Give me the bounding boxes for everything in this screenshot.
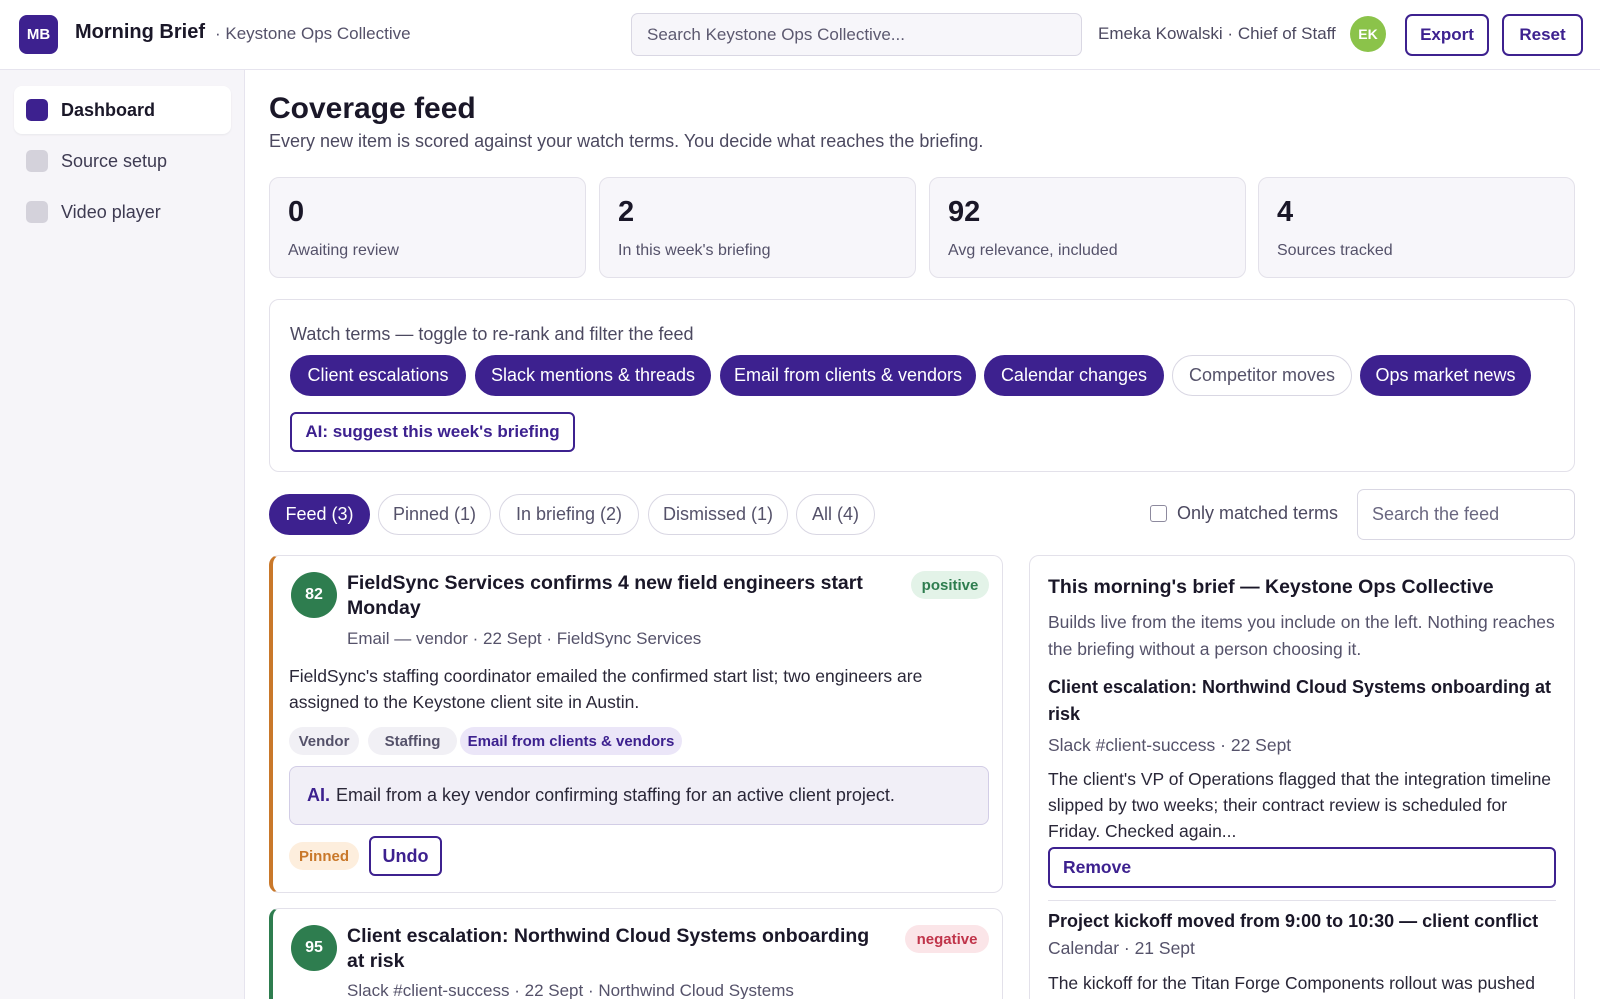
tag-matched-term: Email from clients & vendors <box>460 727 682 755</box>
sentiment-badge: negative <box>905 925 989 953</box>
tag-vendor: Vendor <box>289 727 359 755</box>
watch-terms-panel: Watch terms — toggle to re-rank and filt… <box>269 299 1575 472</box>
feed-item-title[interactable]: Client escalation: Northwind Cloud Syste… <box>347 925 870 972</box>
only-matched-toggle[interactable]: Only matched terms <box>1150 503 1338 524</box>
brief-panel: This morning's brief — Keystone Ops Coll… <box>1029 555 1575 999</box>
feed-item-body: FieldSync's staffing coordinator emailed… <box>289 666 923 712</box>
feed-item-meta: Slack #client-success · 22 Sept · Northw… <box>347 981 794 999</box>
page-title: Coverage feed <box>269 92 476 125</box>
user-name: Emeka Kowalski · Chief of Staff <box>1098 24 1336 43</box>
only-matched-checkbox[interactable] <box>1150 505 1167 522</box>
watch-terms-heading: Watch terms — toggle to re-rank and filt… <box>290 324 694 344</box>
sidebar-item-dashboard[interactable]: Dashboard <box>14 86 231 134</box>
stat-label: Sources tracked <box>1277 242 1393 259</box>
sidebar-item-label: Video player <box>61 201 161 222</box>
ai-suggest-briefing-button[interactable]: AI: suggest this week's briefing <box>290 412 575 452</box>
sidebar-item-label: Dashboard <box>61 99 156 120</box>
stat-card-sources-tracked: 4 Sources tracked <box>1258 177 1575 278</box>
divider <box>1048 900 1556 901</box>
source-setup-icon <box>26 150 48 172</box>
app-logo: MB <box>19 15 58 54</box>
stat-value: 2 <box>618 196 635 228</box>
global-search-input[interactable] <box>631 13 1082 56</box>
tab-all[interactable]: All (4) <box>796 494 875 535</box>
remove-from-brief-button[interactable]: Remove <box>1048 847 1556 888</box>
sidebar-item-video-player[interactable]: Video player <box>14 188 231 236</box>
top-bar: MB Morning Brief · Keystone Ops Collecti… <box>0 0 1600 70</box>
dashboard-icon <box>26 99 48 121</box>
feed-item-title[interactable]: FieldSync Services confirms 4 new field … <box>347 572 863 619</box>
term-chip-email-clients-vendors[interactable]: Email from clients & vendors <box>720 355 976 396</box>
video-player-icon <box>26 201 48 223</box>
term-chip-ops-market-news[interactable]: Ops market news <box>1360 355 1531 396</box>
stat-value: 0 <box>288 196 305 228</box>
brief-title: This morning's brief — Keystone Ops Coll… <box>1048 576 1494 598</box>
sentiment-badge: positive <box>911 571 989 599</box>
sidebar-item-source-setup[interactable]: Source setup <box>14 137 231 185</box>
brief-item-title: Client escalation: Northwind Cloud Syste… <box>1048 677 1552 724</box>
stat-card-awaiting-review: 0 Awaiting review <box>269 177 586 278</box>
app-title: Morning Brief <box>75 21 205 43</box>
brief-item-meta: Calendar · 21 Sept <box>1048 938 1195 958</box>
brief-item-title: Project kickoff moved from 9:00 to 10:30… <box>1048 911 1539 931</box>
tab-in-briefing[interactable]: In briefing (2) <box>499 494 639 535</box>
tab-dismissed[interactable]: Dismissed (1) <box>648 494 788 535</box>
sidebar: Dashboard Source setup Video player <box>0 70 245 999</box>
page-subtitle: Every new item is scored against your wa… <box>269 131 984 151</box>
feed-item-meta: Email — vendor · 22 Sept · FieldSync Ser… <box>347 629 702 648</box>
relevance-score: 95 <box>291 925 337 971</box>
avatar[interactable]: EK <box>1350 16 1386 52</box>
stat-card-in-briefing: 2 In this week's briefing <box>599 177 916 278</box>
relevance-score: 82 <box>291 572 337 618</box>
term-chip-calendar-changes[interactable]: Calendar changes <box>984 355 1164 396</box>
undo-button[interactable]: Undo <box>369 836 442 876</box>
ai-prefix: AI. <box>307 785 331 805</box>
brief-item-body: The client's VP of Operations flagged th… <box>1048 769 1552 841</box>
stat-card-avg-relevance: 92 Avg relevance, included <box>929 177 1246 278</box>
org-name: · Keystone Ops Collective <box>215 24 411 43</box>
term-chip-client-escalations[interactable]: Client escalations <box>290 355 466 396</box>
only-matched-label: Only matched terms <box>1177 503 1339 523</box>
feed-card: 82 FieldSync Services confirms 4 new fie… <box>269 555 1003 893</box>
brief-subtitle: Builds live from the items you include o… <box>1048 612 1555 659</box>
stat-value: 92 <box>948 196 981 228</box>
stat-label: Avg relevance, included <box>948 242 1118 259</box>
stat-value: 4 <box>1277 196 1294 228</box>
tab-pinned[interactable]: Pinned (1) <box>378 494 491 535</box>
stat-label: In this week's briefing <box>618 242 771 259</box>
ai-note-text: Email from a key vendor confirming staff… <box>336 785 895 805</box>
ai-note: AI. Email from a key vendor confirming s… <box>289 766 989 825</box>
reset-button[interactable]: Reset <box>1502 14 1583 56</box>
export-button[interactable]: Export <box>1405 14 1489 56</box>
pinned-badge: Pinned <box>289 842 359 870</box>
brief-item-meta: Slack #client-success · 22 Sept <box>1048 735 1292 755</box>
brief-item-body: The kickoff for the Titan Forge Componen… <box>1048 973 1536 993</box>
tag-staffing: Staffing <box>368 727 457 755</box>
term-chip-competitor-moves[interactable]: Competitor moves <box>1172 355 1352 396</box>
feed-search-input[interactable] <box>1357 489 1575 540</box>
tab-feed[interactable]: Feed (3) <box>269 494 370 535</box>
feed-card: 95 Client escalation: Northwind Cloud Sy… <box>269 908 1003 999</box>
sidebar-item-label: Source setup <box>61 150 168 171</box>
term-chip-slack-mentions[interactable]: Slack mentions & threads <box>475 355 711 396</box>
stat-label: Awaiting review <box>288 242 399 259</box>
